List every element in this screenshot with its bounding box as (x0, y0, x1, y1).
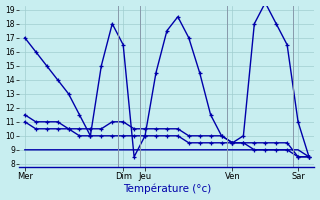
X-axis label: Température (°c): Température (°c) (123, 184, 211, 194)
